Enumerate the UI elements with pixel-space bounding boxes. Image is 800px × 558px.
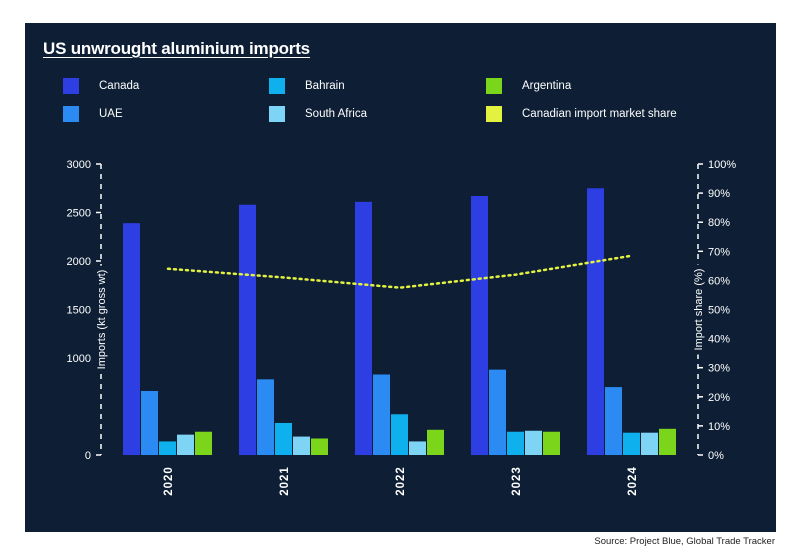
bar-south-africa-2024 — [641, 432, 658, 455]
bar-canada-2020 — [123, 223, 140, 455]
y-tick-label: 2000 — [67, 256, 91, 268]
bar-bahrain-2022 — [391, 414, 408, 455]
bar-canada-2022 — [355, 201, 372, 455]
y2-tick-label: 10% — [708, 421, 730, 433]
bar-uae-2020 — [141, 390, 158, 455]
bar-canada-2023 — [471, 196, 488, 455]
source-note: Source: Project Blue, Global Trade Track… — [594, 536, 775, 547]
x-axis-labels: 2020 2021 2022 2023 2024 — [163, 466, 639, 496]
legend-label: Canada — [99, 80, 140, 92]
chart-panel: US unwrought aluminium imports Canada Ba… — [25, 23, 776, 532]
x-tick-label: 2021 — [279, 466, 291, 496]
x-tick-label: 2020 — [163, 466, 175, 496]
x-tick-label: 2023 — [511, 466, 523, 496]
y2-tick-label: 0% — [708, 450, 724, 462]
legend-swatch — [63, 106, 79, 122]
legend-swatch — [63, 78, 79, 94]
y-axis-label-bg — [95, 265, 109, 374]
legend-label: South Africa — [305, 108, 368, 120]
share-line — [166, 254, 634, 289]
bar-south-africa-2021 — [293, 436, 310, 455]
y2-tick-label: 60% — [708, 275, 730, 287]
bar-argentina-2021 — [311, 438, 328, 455]
bar-canada-2021 — [239, 204, 256, 455]
y-axis-label: Imports (kt gross wt) — [96, 270, 108, 370]
y-tick-label: 3000 — [67, 159, 91, 171]
bars — [123, 188, 676, 455]
bar-argentina-2020 — [195, 431, 212, 455]
legend-item-bahrain: Bahrain — [269, 77, 345, 95]
y-tick-label: 0 — [85, 450, 91, 462]
y2-tick-label: 100% — [708, 159, 736, 171]
right-axis: 0% 10% 20% 30% 40% 50% 60% 70% 80% 90% 100% Import … — [692, 159, 736, 462]
bar-bahrain-2023 — [507, 431, 524, 455]
bar-argentina-2024 — [659, 428, 676, 455]
legend-swatch — [486, 106, 502, 122]
y2-tick-label: 20% — [708, 392, 730, 404]
share-line-path — [166, 254, 634, 289]
bar-south-africa-2023 — [525, 430, 542, 455]
legend-swatch — [486, 78, 502, 94]
bar-uae-2024 — [605, 387, 622, 455]
legend-label: Canadian import market share — [522, 108, 677, 120]
x-tick-label: 2024 — [627, 466, 639, 496]
y2-tick-label: 40% — [708, 334, 730, 346]
bar-argentina-2022 — [427, 429, 444, 455]
y2-tick-label: 50% — [708, 305, 730, 317]
y2-tick-label: 80% — [708, 217, 730, 229]
y2-axis-label-bg — [692, 264, 706, 355]
x-tick-label: 2022 — [395, 466, 407, 496]
bar-bahrain-2024 — [623, 432, 640, 455]
bar-south-africa-2020 — [177, 434, 194, 455]
left-axis: 0 1000 1500 2000 2500 3000 Imports (kt gross w… — [67, 159, 109, 462]
y-tick-label: 1000 — [67, 353, 91, 365]
bar-canada-2024 — [587, 188, 604, 455]
bar-uae-2021 — [257, 379, 274, 455]
legend-item-south-africa: South Africa — [269, 105, 367, 123]
legend-label: UAE — [99, 108, 123, 120]
bar-argentina-2023 — [543, 431, 560, 455]
bar-bahrain-2020 — [159, 441, 176, 455]
y2-tick-label: 30% — [708, 363, 730, 375]
legend-label: Bahrain — [305, 80, 345, 92]
legend-swatch — [269, 78, 285, 94]
bar-uae-2023 — [489, 369, 506, 455]
legend-item-canadian-share: Canadian import market share — [486, 105, 677, 123]
y2-axis-label: Import share (%) — [693, 269, 705, 351]
legend-swatch — [269, 106, 285, 122]
y2-tick-label: 70% — [708, 246, 730, 258]
legend-item-argentina: Argentina — [486, 77, 571, 95]
legend-item-canada: Canada — [63, 77, 139, 95]
bar-bahrain-2021 — [275, 422, 292, 455]
legend-label: Argentina — [522, 80, 572, 92]
bar-south-africa-2022 — [409, 441, 426, 455]
y2-tick-label: 90% — [708, 188, 730, 200]
y-tick-label: 1500 — [67, 305, 91, 317]
bar-uae-2022 — [373, 374, 390, 455]
chart-plot: 0 1000 1500 2000 2500 3000 Imports (kt gross w… — [67, 159, 737, 496]
legend-item-uae: UAE — [63, 105, 123, 123]
chart-title: US unwrought aluminium imports — [43, 39, 310, 58]
y-tick-label: 2500 — [67, 208, 91, 220]
